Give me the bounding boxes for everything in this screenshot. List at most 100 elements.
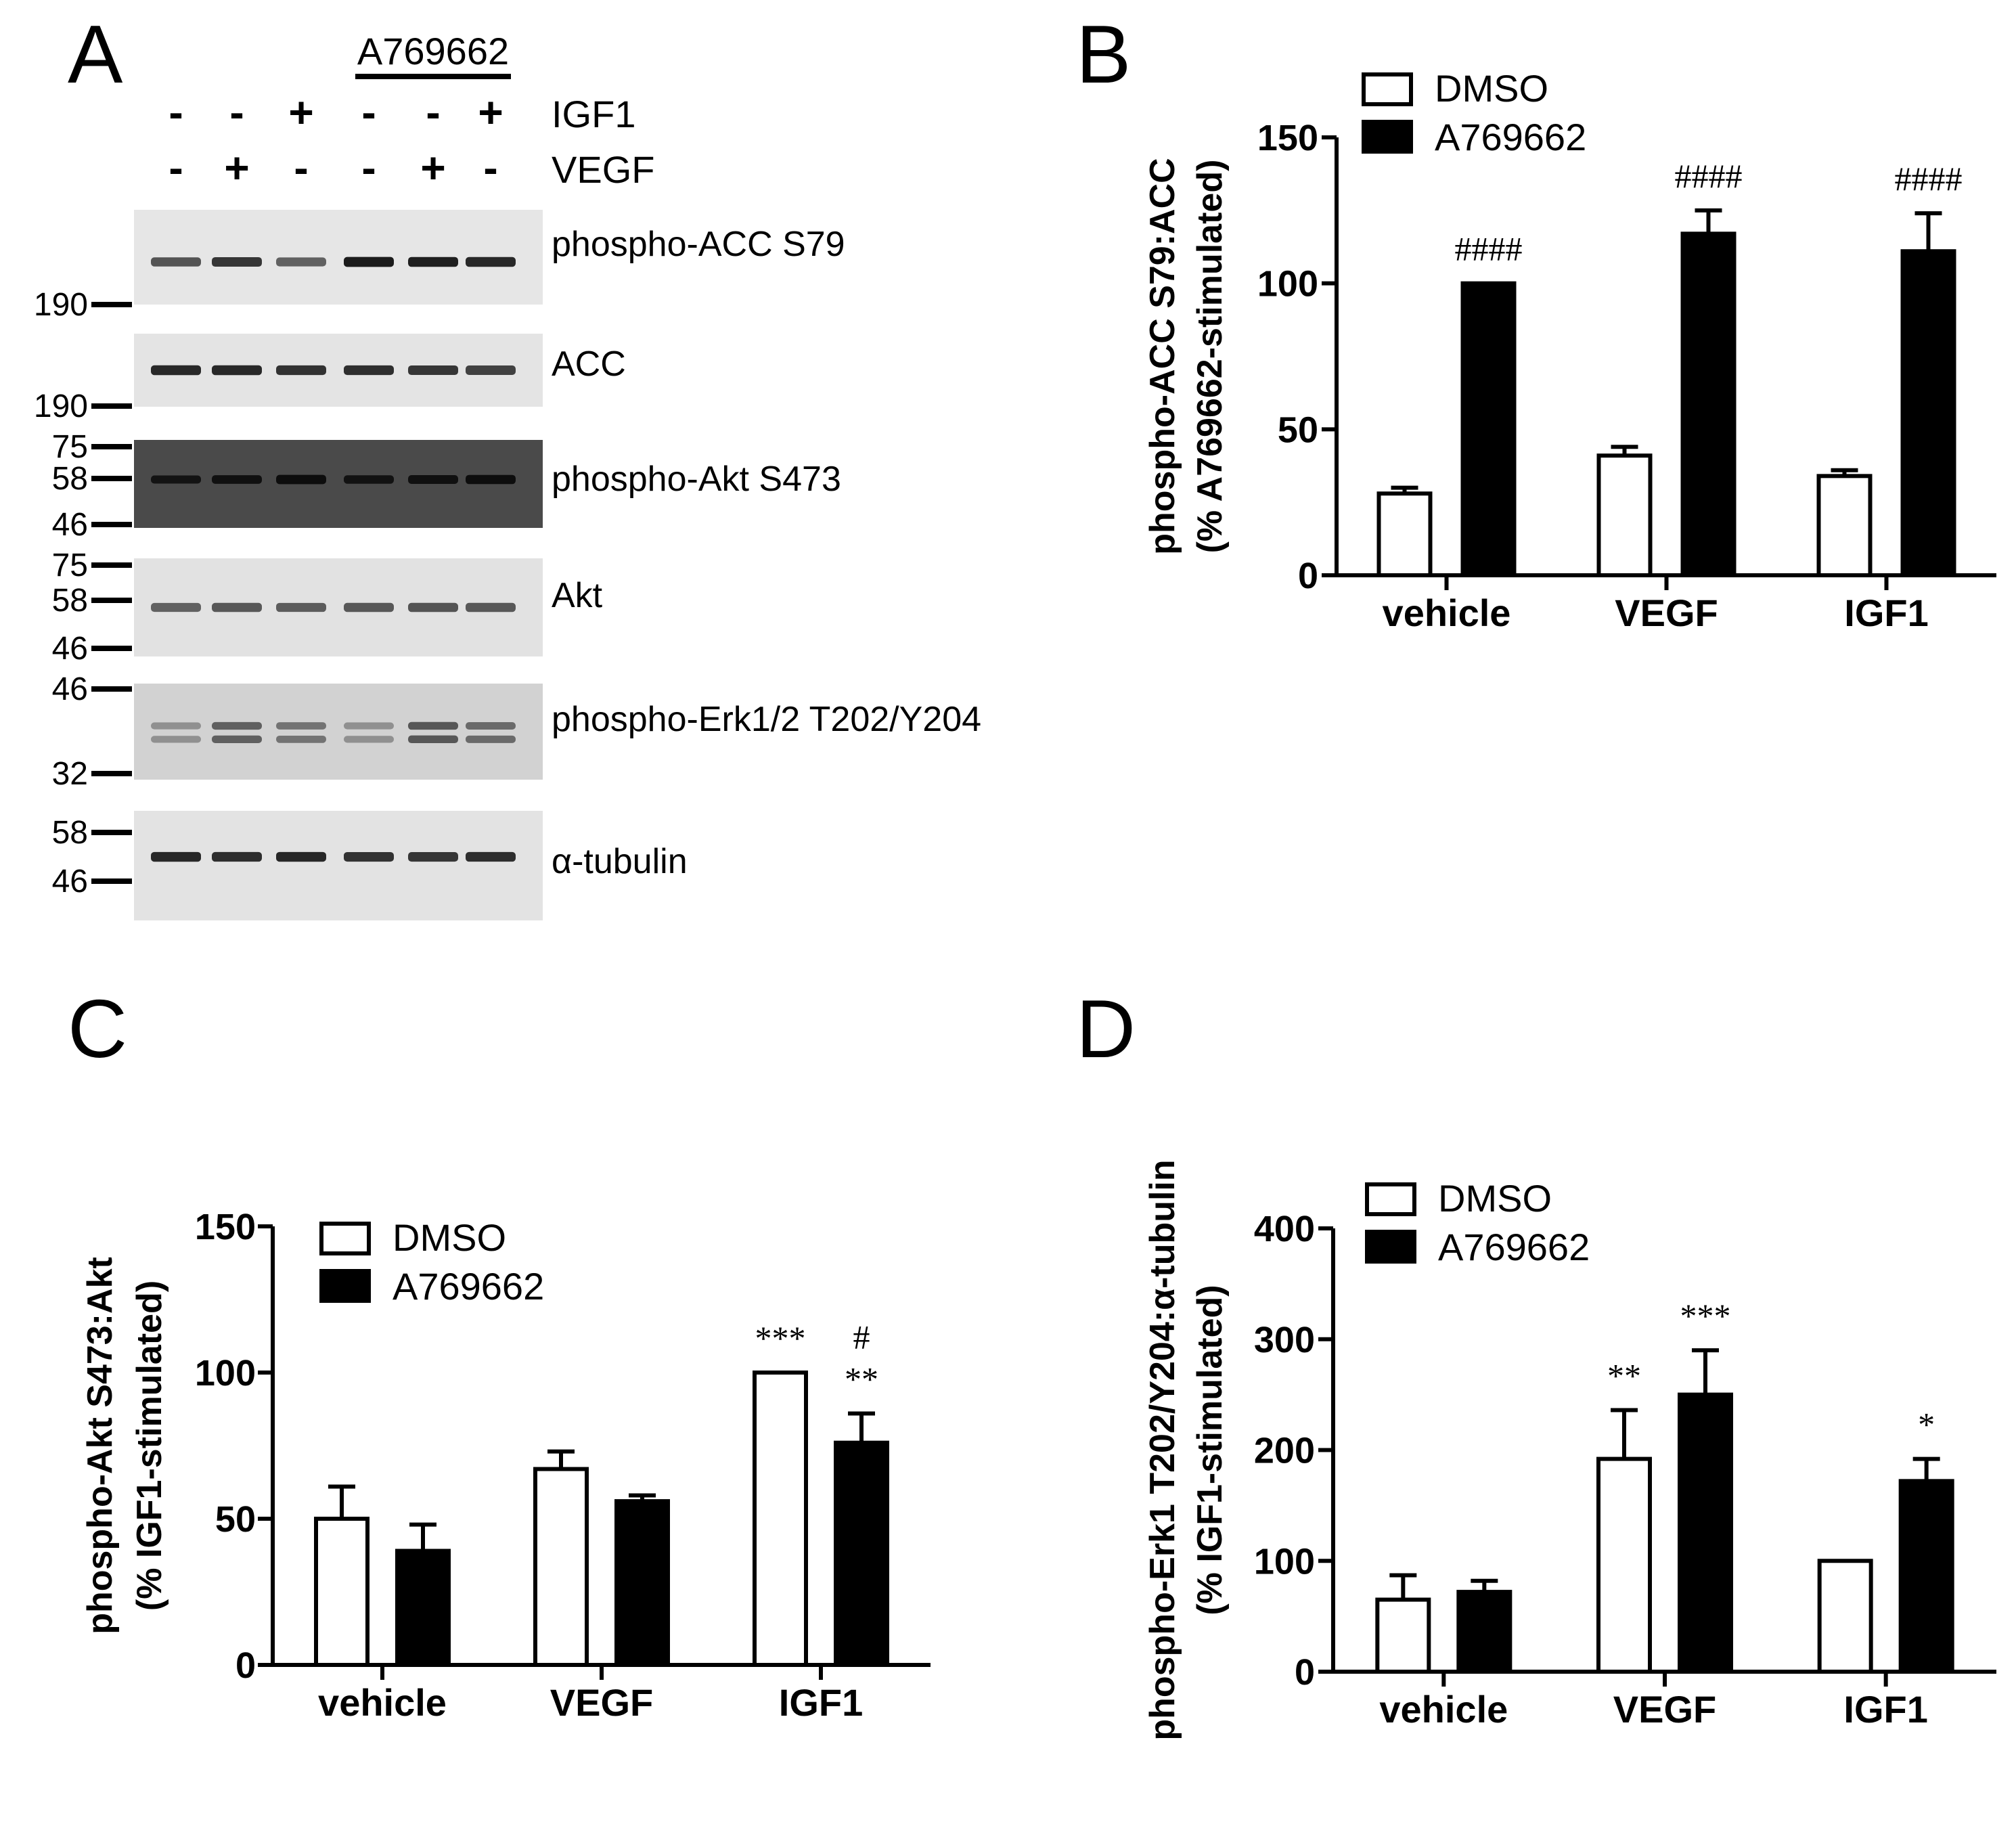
panel-b-x-tick-label-vegf: VEGF bbox=[1615, 592, 1718, 634]
panel-letter-c: C bbox=[68, 983, 127, 1075]
panel-c-dmso-igf1-bar bbox=[753, 1371, 808, 1667]
blot-4-band-lane-5 bbox=[408, 602, 458, 613]
panel-b-x-tick-label-igf1: IGF1 bbox=[1844, 592, 1928, 634]
blot-4-band-lane-2 bbox=[212, 602, 262, 613]
panel-b-drug-vehicle-significance: #### bbox=[1455, 230, 1523, 268]
panel-c-y-label-line2: (% IGF1-stimulated) bbox=[130, 1281, 169, 1611]
blot-6-band-lane-4 bbox=[344, 851, 394, 862]
panel-b-y-tick-label-0: 0 bbox=[1298, 556, 1318, 596]
blot-1-band-lane-2 bbox=[212, 257, 262, 267]
panel-d-dmso-vehicle-bar bbox=[1375, 1597, 1431, 1674]
panel-b-x-tick-label-vehicle: vehicle bbox=[1383, 592, 1511, 634]
blot-5-band-lane-5-lower bbox=[408, 735, 458, 744]
panel-b-legend-swatch-drug bbox=[1362, 120, 1413, 154]
blot-5-band-lane-6-lower bbox=[466, 735, 516, 743]
blot-1-band-lane-5 bbox=[408, 257, 458, 267]
treatment-sign-vegf-1: - bbox=[169, 143, 183, 192]
blot-5-band-lane-2-lower bbox=[212, 735, 262, 743]
treatment-sign-vegf-4: - bbox=[361, 143, 376, 192]
panel-d-legend-label-dmso: DMSO bbox=[1438, 1177, 1552, 1220]
blot-5-band-lane-5 bbox=[408, 721, 458, 730]
panel-letter-a: A bbox=[68, 8, 123, 100]
blot-2-marker-label-190: 190 bbox=[34, 388, 88, 424]
panel-b-dmso-vegf-bar bbox=[1596, 453, 1653, 577]
blot-1-band-lane-4 bbox=[344, 257, 394, 267]
blot-1-band-lane-6 bbox=[466, 257, 516, 267]
panel-c-drug-igf1-significance: ** bbox=[845, 1360, 878, 1398]
panel-d-y-tick-label-100: 100 bbox=[1254, 1541, 1315, 1582]
panel-d-y-label-line1: phospho-Erk1 T202/Y204:α-tubulin bbox=[1143, 1159, 1182, 1740]
panel-d-dmso-igf1-bar bbox=[1817, 1559, 1873, 1674]
blot-5-band-lane-4 bbox=[344, 722, 394, 730]
blot-5-marker-label-46: 46 bbox=[52, 671, 88, 707]
panel-letter-d: D bbox=[1076, 983, 1136, 1075]
blot-6-marker-label-58: 58 bbox=[52, 815, 88, 851]
panel-c-drug-igf1-bar bbox=[834, 1440, 889, 1667]
panel-b-legend-label-drug: A769662 bbox=[1435, 116, 1586, 158]
panel-d-drug-igf1-bar bbox=[1898, 1479, 1954, 1674]
panel-d-drug-vehicle-bar bbox=[1456, 1590, 1513, 1674]
panel-b-y-label-line1: phospho-ACC S79:ACC bbox=[1143, 158, 1182, 554]
panel-c-y-tick-label-0: 0 bbox=[236, 1645, 256, 1686]
panel-d-x-tick-label-vehicle: vehicle bbox=[1379, 1688, 1508, 1731]
treatment-row-label-igf1: IGF1 bbox=[552, 93, 635, 135]
blot-5-marker-label-32: 32 bbox=[52, 756, 88, 792]
panel-b-dmso-vehicle-bar bbox=[1376, 491, 1433, 578]
panel-d-drug-vegf-significance: *** bbox=[1680, 1297, 1731, 1335]
treatment-sign-rows: - - + - - + IGF1- + - - + - VEGF bbox=[169, 88, 654, 192]
blot-4-marker-label-58: 58 bbox=[52, 583, 88, 619]
panel-b-drug-igf1-significance: #### bbox=[1895, 160, 1963, 198]
blot-2-label: ACC bbox=[552, 344, 626, 384]
blot-5-band-lane-4-lower bbox=[344, 736, 394, 743]
panel-c-drug-vehicle-bar bbox=[395, 1549, 451, 1668]
blot-2-band-lane-6 bbox=[466, 365, 516, 375]
treatment-sign-igf1-4: - bbox=[361, 88, 376, 137]
panel-b-drug-vegf-significance: #### bbox=[1675, 157, 1743, 195]
blot-3-band-lane-5 bbox=[408, 475, 458, 484]
panel-d-y-tick-label-0: 0 bbox=[1295, 1652, 1315, 1693]
panel-c-y-label-line1: phospho-Akt S473:Akt bbox=[81, 1257, 120, 1634]
panel-d-drug-vegf-bar bbox=[1678, 1392, 1733, 1674]
panel-b-dmso-igf1-bar bbox=[1816, 474, 1873, 578]
panel-d-legend-swatch-drug bbox=[1365, 1230, 1416, 1264]
chart-panel-d: 0 100 200 300 400 phospho-Erk1 T202/Y204:α-tu… bbox=[1143, 1159, 1996, 1741]
panel-b-y-tick-label-50: 50 bbox=[1278, 409, 1318, 450]
blot-4-band-lane-6 bbox=[466, 602, 516, 613]
panel-c-x-tick-label-igf1: IGF1 bbox=[779, 1681, 863, 1724]
treatment-sign-igf1-3: + bbox=[288, 88, 313, 137]
blot-1-marker-label-190: 190 bbox=[34, 287, 88, 323]
blot-6-membrane bbox=[134, 811, 543, 920]
chart-panel-c: 0 50 100 150 phospho-Akt S473:Akt (% IGF1-sti… bbox=[81, 1207, 931, 1724]
blot-4-marker-label-75: 75 bbox=[52, 548, 88, 583]
panel-c-drug-vegf-bar bbox=[614, 1499, 670, 1668]
panel-b-legend-swatch-dmso bbox=[1362, 72, 1413, 106]
blot-3-marker-label-75: 75 bbox=[52, 429, 88, 465]
panel-d-dmso-vegf-bar bbox=[1596, 1456, 1652, 1674]
blot-2-band-lane-4 bbox=[344, 365, 394, 376]
blot-6-band-lane-2 bbox=[212, 851, 262, 862]
panel-c-dmso-vehicle-bar bbox=[314, 1517, 369, 1667]
panel-b-y-tick-label-100: 100 bbox=[1257, 264, 1318, 305]
blot-1-band-lane-3 bbox=[276, 257, 326, 267]
panel-b-drug-igf1-bar bbox=[1900, 249, 1956, 577]
blot-2-band-lane-2 bbox=[212, 365, 262, 376]
treatment-sign-igf1-5: - bbox=[426, 88, 440, 137]
blot-6-band-lane-3 bbox=[276, 851, 326, 862]
treatment-sign-vegf-2: + bbox=[224, 143, 249, 192]
blot-5-band-lane-6 bbox=[466, 721, 516, 730]
blot-4-band-lane-4 bbox=[344, 602, 394, 613]
treatment-sign-vegf-5: + bbox=[420, 143, 445, 192]
panel-c-x-tick-label-vehicle: vehicle bbox=[318, 1681, 447, 1724]
blot-6-marker-label-46: 46 bbox=[52, 864, 88, 899]
blot-3-marker-label-58: 58 bbox=[52, 461, 88, 497]
panel-b-y-label-line2: (% A769662-stimulated) bbox=[1190, 160, 1230, 554]
blot-4-band-lane-3 bbox=[276, 602, 326, 613]
panel-b-drug-vehicle-bar bbox=[1460, 281, 1517, 577]
treatment-sign-vegf-6: - bbox=[483, 143, 497, 192]
blot-6-label: α-tubulin bbox=[552, 842, 688, 881]
blot-5-band-lane-2 bbox=[212, 721, 262, 730]
blot-2-band-lane-3 bbox=[276, 365, 326, 376]
blot-5-band-lane-1 bbox=[151, 722, 201, 730]
blot-5-membrane bbox=[134, 684, 543, 780]
